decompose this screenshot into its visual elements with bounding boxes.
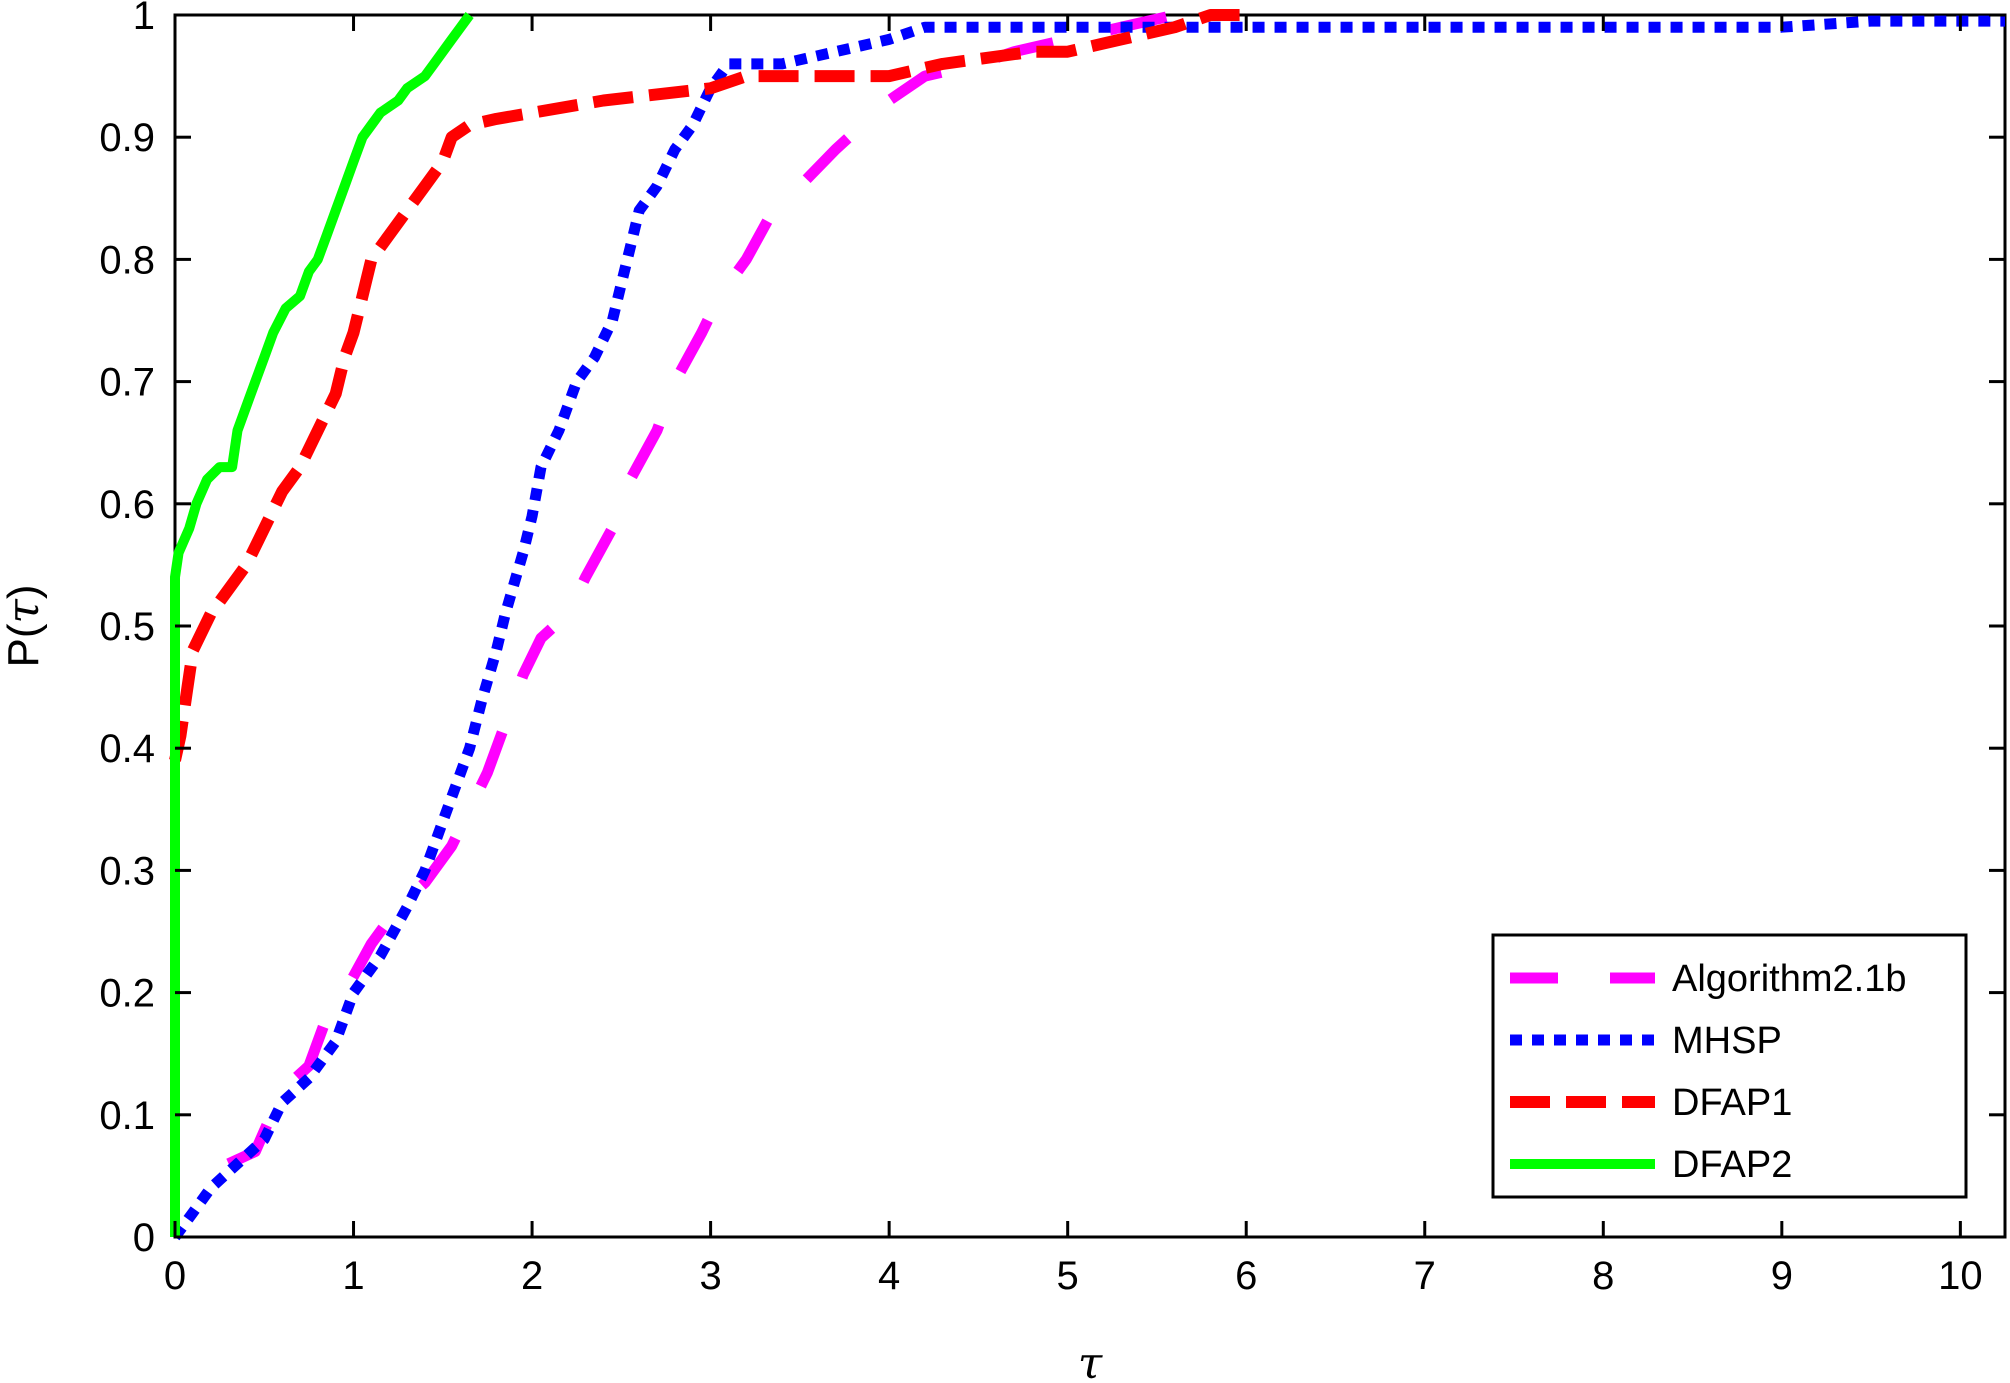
y-tick-label: 0.6: [99, 483, 155, 527]
legend-label-mhsp: MHSP: [1672, 1020, 1782, 1062]
y-tick-label: 0: [133, 1216, 155, 1260]
y-tick-label: 0.3: [99, 849, 155, 893]
x-tick-label: 6: [1235, 1254, 1257, 1298]
y-axis-label: P(τ): [0, 585, 49, 668]
legend-box: [1491, 933, 1968, 1199]
x-tick-label: 2: [521, 1254, 543, 1298]
y-tick-label: 0.2: [99, 972, 155, 1016]
legend-label-algorithm2-1b: Algorithm2.1b: [1672, 958, 1906, 1000]
x-tick-label: 7: [1414, 1254, 1436, 1298]
x-tick-label: 3: [699, 1254, 721, 1298]
y-tick-label: 1: [133, 0, 155, 38]
series-layer: [169, 9, 2005, 1241]
y-tick-label: 0.9: [99, 116, 155, 160]
y-tick-label: 0.1: [99, 1094, 155, 1138]
y-tick-label: 0.8: [99, 238, 155, 282]
x-tick-label: 10: [1938, 1254, 1983, 1298]
x-tick-label: 4: [878, 1254, 900, 1298]
legend: Algorithm2.1b MHSP DFAP1 DFAP2: [1491, 933, 1968, 1199]
series-line-algorithm2-1b: [226, 9, 1177, 1169]
series-line-dfap2: [170, 12, 474, 1237]
legend-label-dfap2: DFAP2: [1672, 1144, 1792, 1186]
x-tick-label: 5: [1057, 1254, 1079, 1298]
x-tick-label: 1: [342, 1254, 364, 1298]
x-tick-label: 8: [1592, 1254, 1614, 1298]
series-line-mhsp: [170, 15, 2005, 1241]
legend-label-dfap1: DFAP1: [1672, 1082, 1792, 1124]
x-axis-label: τ: [1078, 1338, 1103, 1383]
y-tick-label: 0.7: [99, 361, 155, 405]
x-tick-label: 0: [164, 1254, 186, 1298]
ticks-layer: 0 1 2 3 4 5 6 7 8 9 10 0 0.1 0.2 0.3 0.4 0.5 0.6 0.7 0.8 0.9…: [99, 0, 2005, 1298]
svg-text:P(τ): P(τ): [0, 585, 49, 668]
y-tick-label: 0.4: [99, 727, 155, 771]
y-tick-label: 0.5: [99, 605, 155, 649]
x-tick-label: 9: [1771, 1254, 1793, 1298]
series-line-dfap1: [169, 9, 1247, 762]
